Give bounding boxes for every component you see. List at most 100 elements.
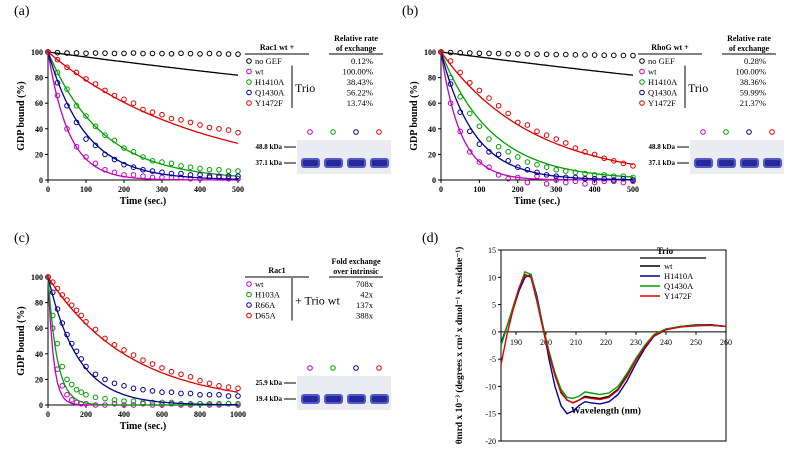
y-tick-label: 40	[428, 125, 436, 134]
data-point	[534, 161, 540, 168]
data-point	[130, 172, 137, 178]
data-point	[111, 50, 118, 57]
x-tick-label: 300	[156, 185, 168, 194]
x-tick-label: 400	[118, 410, 130, 419]
y-tick-label: 0	[492, 328, 496, 337]
data-point	[130, 352, 137, 358]
data-point	[591, 179, 598, 186]
data-point	[187, 374, 194, 380]
gel-band-core	[372, 160, 387, 166]
data-point	[582, 170, 588, 177]
y-tick-label: 5	[492, 301, 496, 310]
legend-label: Q1430A	[664, 281, 694, 291]
data-point	[49, 312, 56, 319]
data-point	[159, 174, 165, 181]
data-point	[553, 173, 560, 179]
data-point	[543, 51, 550, 58]
data-point	[121, 161, 127, 168]
y-tick-label: -10	[485, 382, 496, 391]
data-point	[216, 391, 222, 398]
data-point	[495, 143, 502, 150]
data-point	[197, 175, 203, 182]
data-point	[83, 136, 89, 142]
legend-group-label: Trio	[688, 81, 708, 95]
data-point	[111, 342, 118, 348]
fit-curve	[440, 51, 633, 181]
data-point	[572, 178, 579, 185]
data-point	[457, 109, 464, 115]
y-tick-label: 100	[424, 48, 436, 57]
data-point	[168, 160, 175, 167]
y-tick-label: 100	[31, 48, 43, 57]
gel-lane-marker	[723, 129, 729, 135]
data-point	[68, 340, 75, 347]
legend-header: RhoG wt +	[651, 43, 689, 52]
data-point	[83, 113, 89, 119]
legend-marker	[639, 100, 645, 106]
legend-value: 388x	[356, 311, 374, 321]
data-point	[45, 49, 51, 55]
y-tick-label: -20	[485, 437, 496, 446]
legend-marker	[246, 58, 252, 64]
series-Y1472F	[500, 273, 727, 404]
data-point	[54, 306, 61, 312]
data-point	[476, 141, 483, 147]
gel-lane-marker	[769, 129, 775, 135]
data-point	[111, 156, 118, 163]
data-point	[591, 175, 598, 182]
data-point	[515, 51, 521, 57]
panel-label: (a)	[14, 4, 30, 19]
fit-curve	[47, 51, 239, 177]
legend-marker	[246, 291, 252, 298]
data-point	[486, 149, 492, 155]
gel-lane-marker	[330, 365, 336, 371]
data-point	[457, 94, 464, 100]
legend-label: Q1430A	[255, 88, 285, 98]
fit-curve	[440, 51, 634, 178]
y-tick-label: 15	[488, 246, 496, 255]
data-point	[601, 52, 608, 59]
data-point	[515, 154, 521, 160]
data-point	[78, 389, 85, 396]
data-point	[102, 50, 108, 56]
data-point	[149, 168, 156, 174]
gel-band-core	[326, 396, 341, 402]
y-axis-label: GDP bound (%)	[16, 306, 27, 375]
legend-group-label: + Trio wt	[295, 293, 340, 307]
gel-band-core	[303, 396, 318, 402]
data-point	[49, 289, 56, 296]
data-point	[64, 102, 70, 109]
data-point	[206, 380, 213, 387]
x-axis-label: Wavelength (nm)	[571, 406, 641, 417]
legend-label: Y1472F	[648, 98, 676, 108]
data-point	[64, 331, 70, 338]
gel-lane-marker	[376, 129, 382, 135]
y-tick-label: 20	[35, 150, 43, 159]
x-tick-label: 600	[156, 410, 168, 419]
data-point	[505, 110, 512, 117]
data-point	[543, 164, 550, 170]
data-point	[534, 173, 540, 179]
legend-label: H1410A	[664, 271, 694, 281]
data-point	[168, 50, 175, 57]
data-point	[130, 398, 137, 404]
data-point	[178, 170, 184, 177]
data-point	[78, 356, 85, 362]
series-Y1472F	[438, 49, 636, 169]
gel-marker-label: 25.9 kDa	[256, 379, 283, 387]
data-point	[486, 95, 492, 101]
data-point	[495, 151, 502, 158]
data-point	[102, 151, 108, 158]
data-point	[111, 400, 118, 407]
data-point	[235, 168, 241, 174]
legend-value: 56.22%	[347, 88, 373, 98]
data-point	[140, 106, 146, 113]
data-point	[457, 128, 464, 135]
data-point	[73, 143, 80, 150]
x-tick-label: 300	[550, 185, 562, 194]
legend-value: 137x	[356, 300, 374, 310]
x-tick-label: 200	[118, 185, 130, 194]
legend-marker	[246, 100, 252, 106]
data-point	[620, 160, 627, 167]
data-point	[572, 169, 579, 176]
